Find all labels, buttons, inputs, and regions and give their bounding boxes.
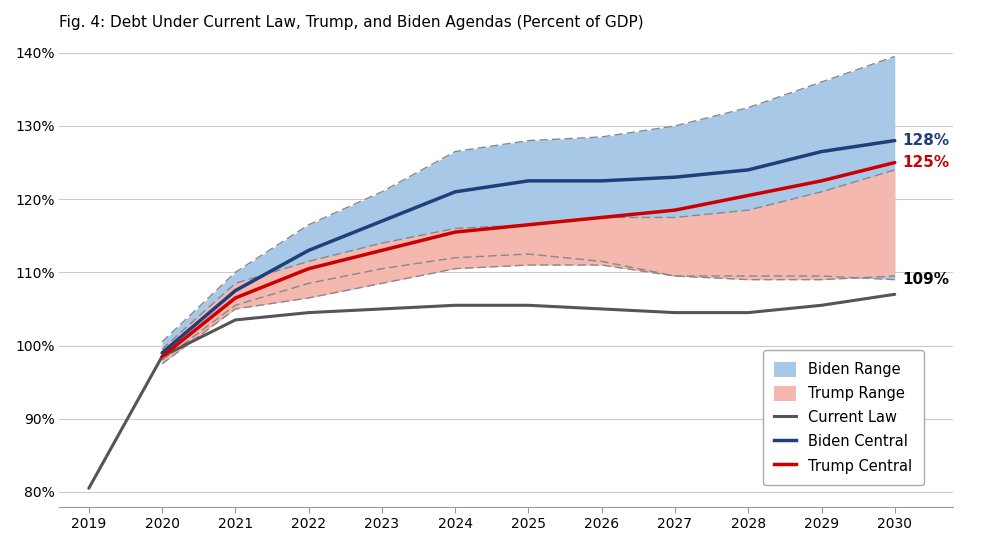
Text: 128%: 128% bbox=[902, 133, 950, 148]
Text: Fig. 4: Debt Under Current Law, Trump, and Biden Agendas (Percent of GDP): Fig. 4: Debt Under Current Law, Trump, a… bbox=[59, 15, 644, 30]
Text: 109%: 109% bbox=[902, 272, 949, 287]
Text: 125%: 125% bbox=[902, 155, 950, 170]
Legend: Biden Range, Trump Range, Current Law, Biden Central, Trump Central: Biden Range, Trump Range, Current Law, B… bbox=[763, 350, 924, 485]
